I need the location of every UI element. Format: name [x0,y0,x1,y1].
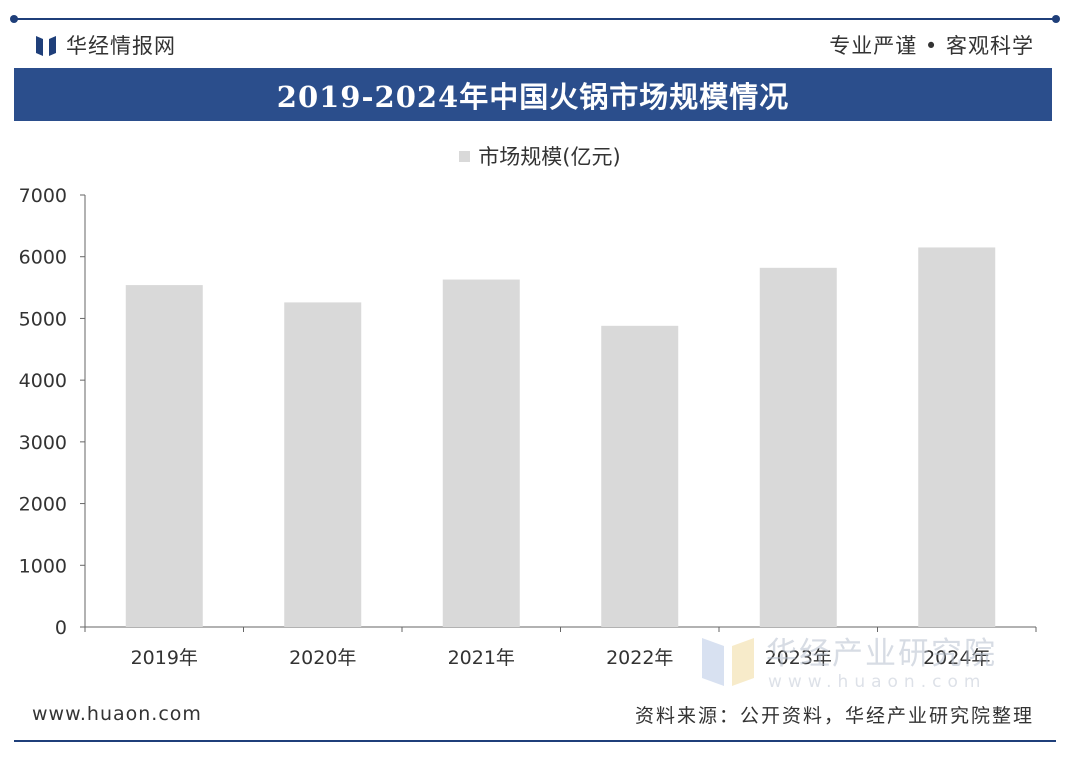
watermark-logo-icon [702,638,754,686]
watermark: 华经产业研究院 www.huaon.com [700,628,1040,692]
header: 华经情报网 专业严谨 • 客观科学 [36,28,1034,62]
bar [918,247,996,627]
brand-logo-icon [36,36,56,56]
bar [601,325,679,627]
brand-name: 华经情报网 [66,34,176,58]
top-frame-line [10,15,1060,23]
bar [125,285,203,627]
legend-swatch [459,150,471,162]
y-tick-label: 2000 [19,494,67,516]
y-tick-label: 3000 [19,432,67,454]
y-tick-label: 7000 [19,185,67,207]
x-tick-label: 2019年 [131,647,198,669]
x-tick-label: 2023年 [765,647,832,669]
bottom-frame-line [14,740,1056,742]
bar [759,267,837,627]
y-tick-label: 0 [55,617,67,639]
source-note: 资料来源：公开资料，华经产业研究院整理 [634,704,1034,727]
x-tick-label: 2021年 [448,647,515,669]
footer: www.huaon.com 资料来源：公开资料，华经产业研究院整理 [14,692,1052,736]
legend: 市场规模(亿元) [0,140,1080,172]
legend-label: 市场规模(亿元) [478,145,621,169]
chart-title: 2019-2024年中国火锅市场规模情况 [276,79,790,114]
y-tick-label: 1000 [19,555,67,577]
watermark-url: www.huaon.com [768,672,987,692]
watermark-text: 华经产业研究院 [766,636,997,672]
brand: 华经情报网 [36,30,176,60]
y-tick-label: 5000 [19,308,67,330]
website-link[interactable]: www.huaon.com [32,703,202,725]
y-tick-label: 4000 [19,370,67,392]
bar [284,302,362,627]
title-bar: 2019-2024年中国火锅市场规模情况 [14,68,1052,121]
x-tick-label: 2024年 [923,647,990,669]
slogan: 专业严谨 • 客观科学 [829,34,1034,58]
y-tick-label: 6000 [19,247,67,269]
x-tick-label: 2020年 [289,647,356,669]
x-tick-label: 2022年 [606,647,673,669]
bar [442,279,520,627]
